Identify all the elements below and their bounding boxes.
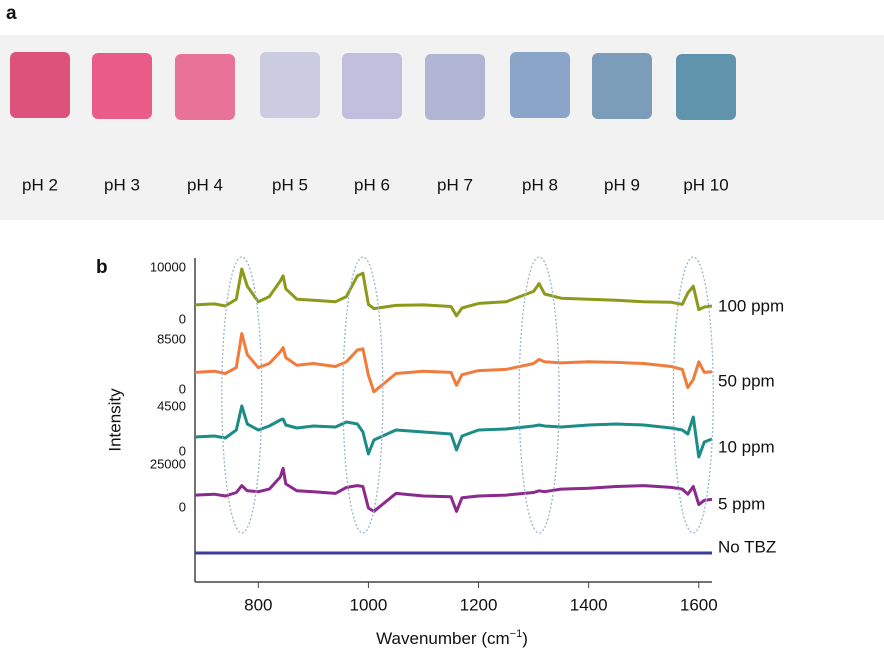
x-tick-label: 1000: [350, 595, 388, 614]
y-tick-label: 10000: [150, 259, 186, 274]
sample-swatch: [92, 53, 152, 119]
y-tick-label: 0: [179, 499, 186, 514]
panel-label: b: [96, 257, 108, 278]
series-label: 50 ppm: [718, 371, 775, 390]
sample-label: pH 4: [187, 175, 223, 194]
sample-swatch: [260, 52, 320, 118]
spectrum-line: [195, 468, 712, 511]
sample-label: pH 9: [604, 175, 640, 194]
y-tick-label: 8500: [157, 331, 186, 346]
sample-label: pH 2: [22, 175, 58, 194]
sample-swatch: [342, 53, 402, 119]
x-tick-label: 1600: [680, 595, 718, 614]
sample-label: pH 3: [104, 175, 140, 194]
peak-highlight: [673, 257, 713, 533]
sample-label: pH 10: [683, 175, 728, 194]
sample-swatch: [592, 53, 652, 119]
sample-swatch: [10, 52, 70, 118]
spectrum-line: [195, 406, 712, 457]
series-label: 10 ppm: [718, 437, 775, 456]
series-label: 100 ppm: [718, 296, 784, 315]
series-label: No TBZ: [718, 537, 776, 556]
spectrum-line: [195, 269, 712, 316]
sample-label: pH 5: [272, 175, 308, 194]
y-tick-label: 0: [179, 311, 186, 326]
sample-swatch: [676, 54, 736, 120]
x-axis-label: Wavenumber (cm−1): [376, 628, 528, 649]
y-axis-label: Intensity: [105, 388, 124, 452]
panel-label: a: [6, 3, 17, 24]
x-tick-label: 800: [244, 595, 272, 614]
y-tick-label: 25000: [150, 456, 186, 471]
sample-label: pH 8: [522, 175, 558, 194]
spectrum-line: [195, 334, 712, 392]
y-tick-label: 4500: [157, 398, 186, 413]
figure: a b Intensity Wavenumber (cm−1) pH 2 pH 3…: [0, 0, 884, 656]
x-tick-label: 1400: [570, 595, 608, 614]
sample-swatch: [510, 52, 570, 118]
sample-label: pH 7: [437, 175, 473, 194]
y-tick-label: 0: [179, 381, 186, 396]
series-label: 5 ppm: [718, 494, 765, 513]
x-tick-label: 1200: [460, 595, 498, 614]
sample-swatch: [425, 54, 485, 120]
sample-label: pH 6: [354, 175, 390, 194]
sample-swatch: [175, 54, 235, 120]
